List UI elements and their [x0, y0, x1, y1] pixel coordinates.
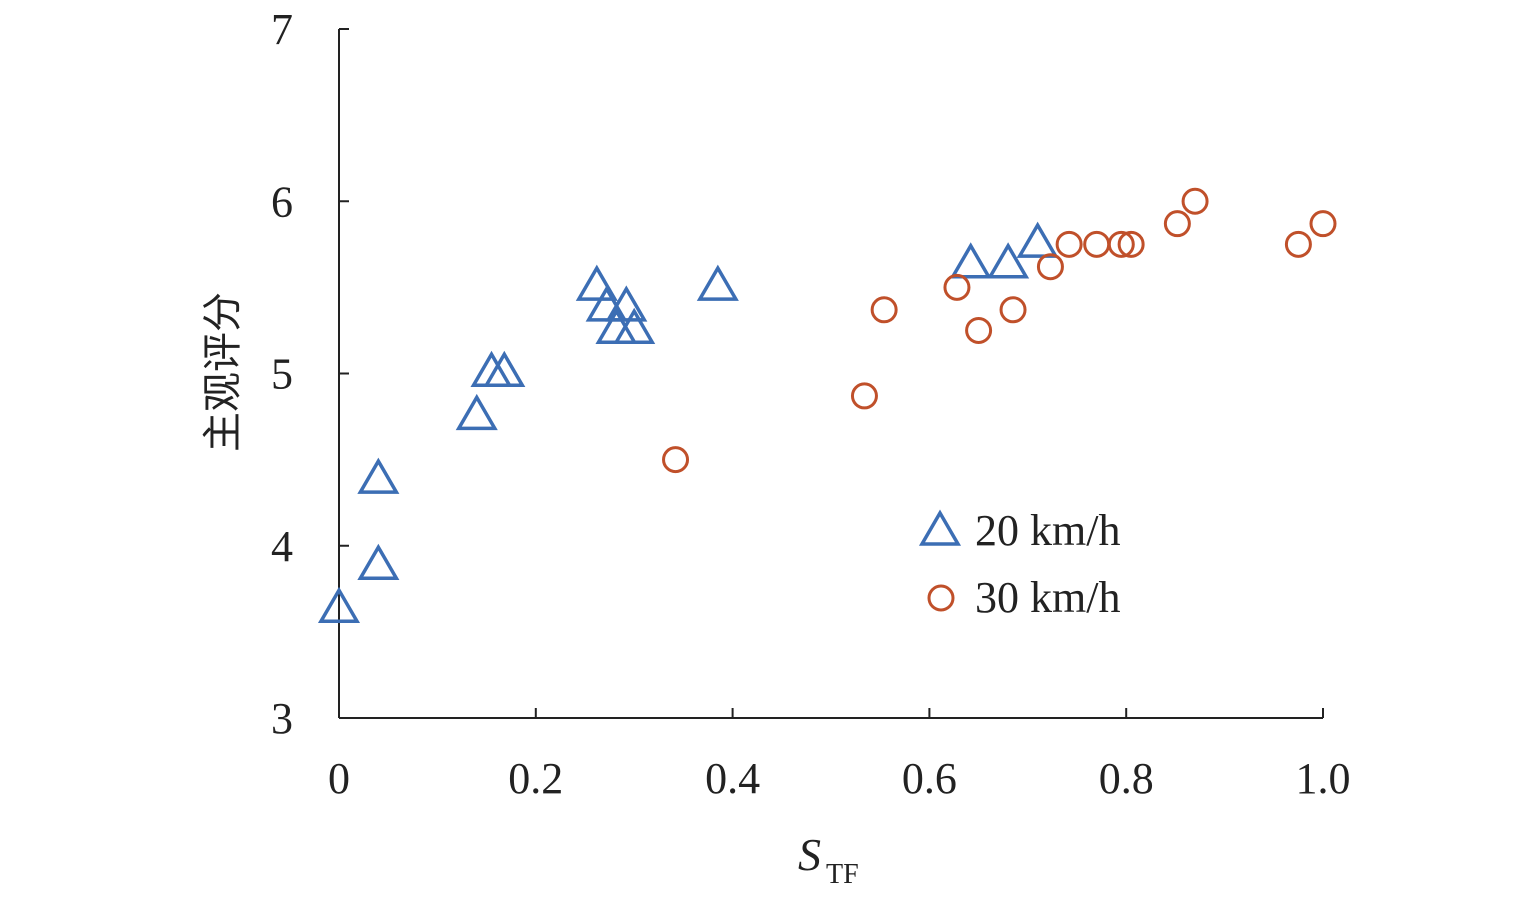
- y-tick-label: 6: [271, 177, 293, 226]
- data-point-circle: [850, 382, 878, 410]
- data-point-triangle: [357, 543, 400, 580]
- x-tick-label: 0.8: [1099, 754, 1154, 803]
- data-point-circle: [943, 273, 971, 301]
- data-point-triangle: [987, 242, 1030, 279]
- data-point-circle: [1036, 253, 1064, 281]
- data-point-triangle: [949, 242, 992, 279]
- data-point-triangle: [483, 350, 526, 388]
- data-point-circle: [1284, 230, 1312, 258]
- x-tick-label: 1.0: [1296, 754, 1351, 803]
- y-tick-label: 3: [271, 694, 293, 743]
- legend-label-30kmh: 30 km/h: [975, 573, 1120, 622]
- x-tick-label: 0.4: [705, 754, 760, 803]
- legend-marker-circle: [927, 584, 955, 612]
- x-tick-label: 0: [328, 754, 350, 803]
- data-point-triangle: [696, 264, 739, 301]
- x-ticks: 0 0.2 0.4 0.6 0.8 1.0: [328, 708, 1351, 803]
- data-point-circle: [870, 296, 898, 324]
- data-point-triangle: [605, 285, 648, 322]
- x-tick-label: 0.6: [902, 754, 957, 803]
- data-point-circle: [1107, 230, 1135, 258]
- legend-marker-triangle: [918, 509, 962, 546]
- data-point-circle: [1117, 230, 1145, 258]
- data-point-circle: [1309, 210, 1337, 238]
- data-point-triangle: [1016, 221, 1059, 258]
- data-point-circle: [662, 446, 690, 474]
- data-point-triangle: [595, 307, 638, 344]
- y-axis-label-text: 主观评分: [200, 292, 246, 452]
- data-point-circle: [965, 316, 993, 344]
- data-point-circle: [1083, 230, 1111, 258]
- y-tick-label: 7: [271, 5, 293, 54]
- data-point-triangle: [575, 264, 618, 301]
- legend-label-20kmh: 20 km/h: [975, 506, 1120, 555]
- axes: [338, 29, 1323, 719]
- data-point-triangle: [455, 393, 498, 431]
- data-point-circle: [1163, 210, 1191, 238]
- data-point-triangle: [470, 350, 513, 388]
- x-tick-label: 0.2: [508, 754, 563, 803]
- y-axis-label: 主观评分: [200, 292, 246, 452]
- data-points: [317, 187, 1337, 624]
- data-point-triangle: [357, 457, 400, 494]
- x-axis-label-subscript: TF: [826, 859, 859, 890]
- y-tick-label: 4: [271, 522, 293, 571]
- data-point-circle: [1181, 187, 1209, 215]
- legend: 20 km/h 30 km/h: [918, 506, 1120, 622]
- x-axis-label-main: S: [798, 829, 821, 880]
- x-axis-label: S TF: [798, 829, 859, 890]
- y-tick-label: 5: [271, 350, 293, 399]
- data-point-triangle: [317, 586, 361, 624]
- data-point-triangle: [613, 307, 656, 344]
- data-point-circle: [1055, 230, 1083, 258]
- data-point-circle: [999, 296, 1027, 324]
- y-ticks: 3 4 5 6 7: [271, 5, 349, 743]
